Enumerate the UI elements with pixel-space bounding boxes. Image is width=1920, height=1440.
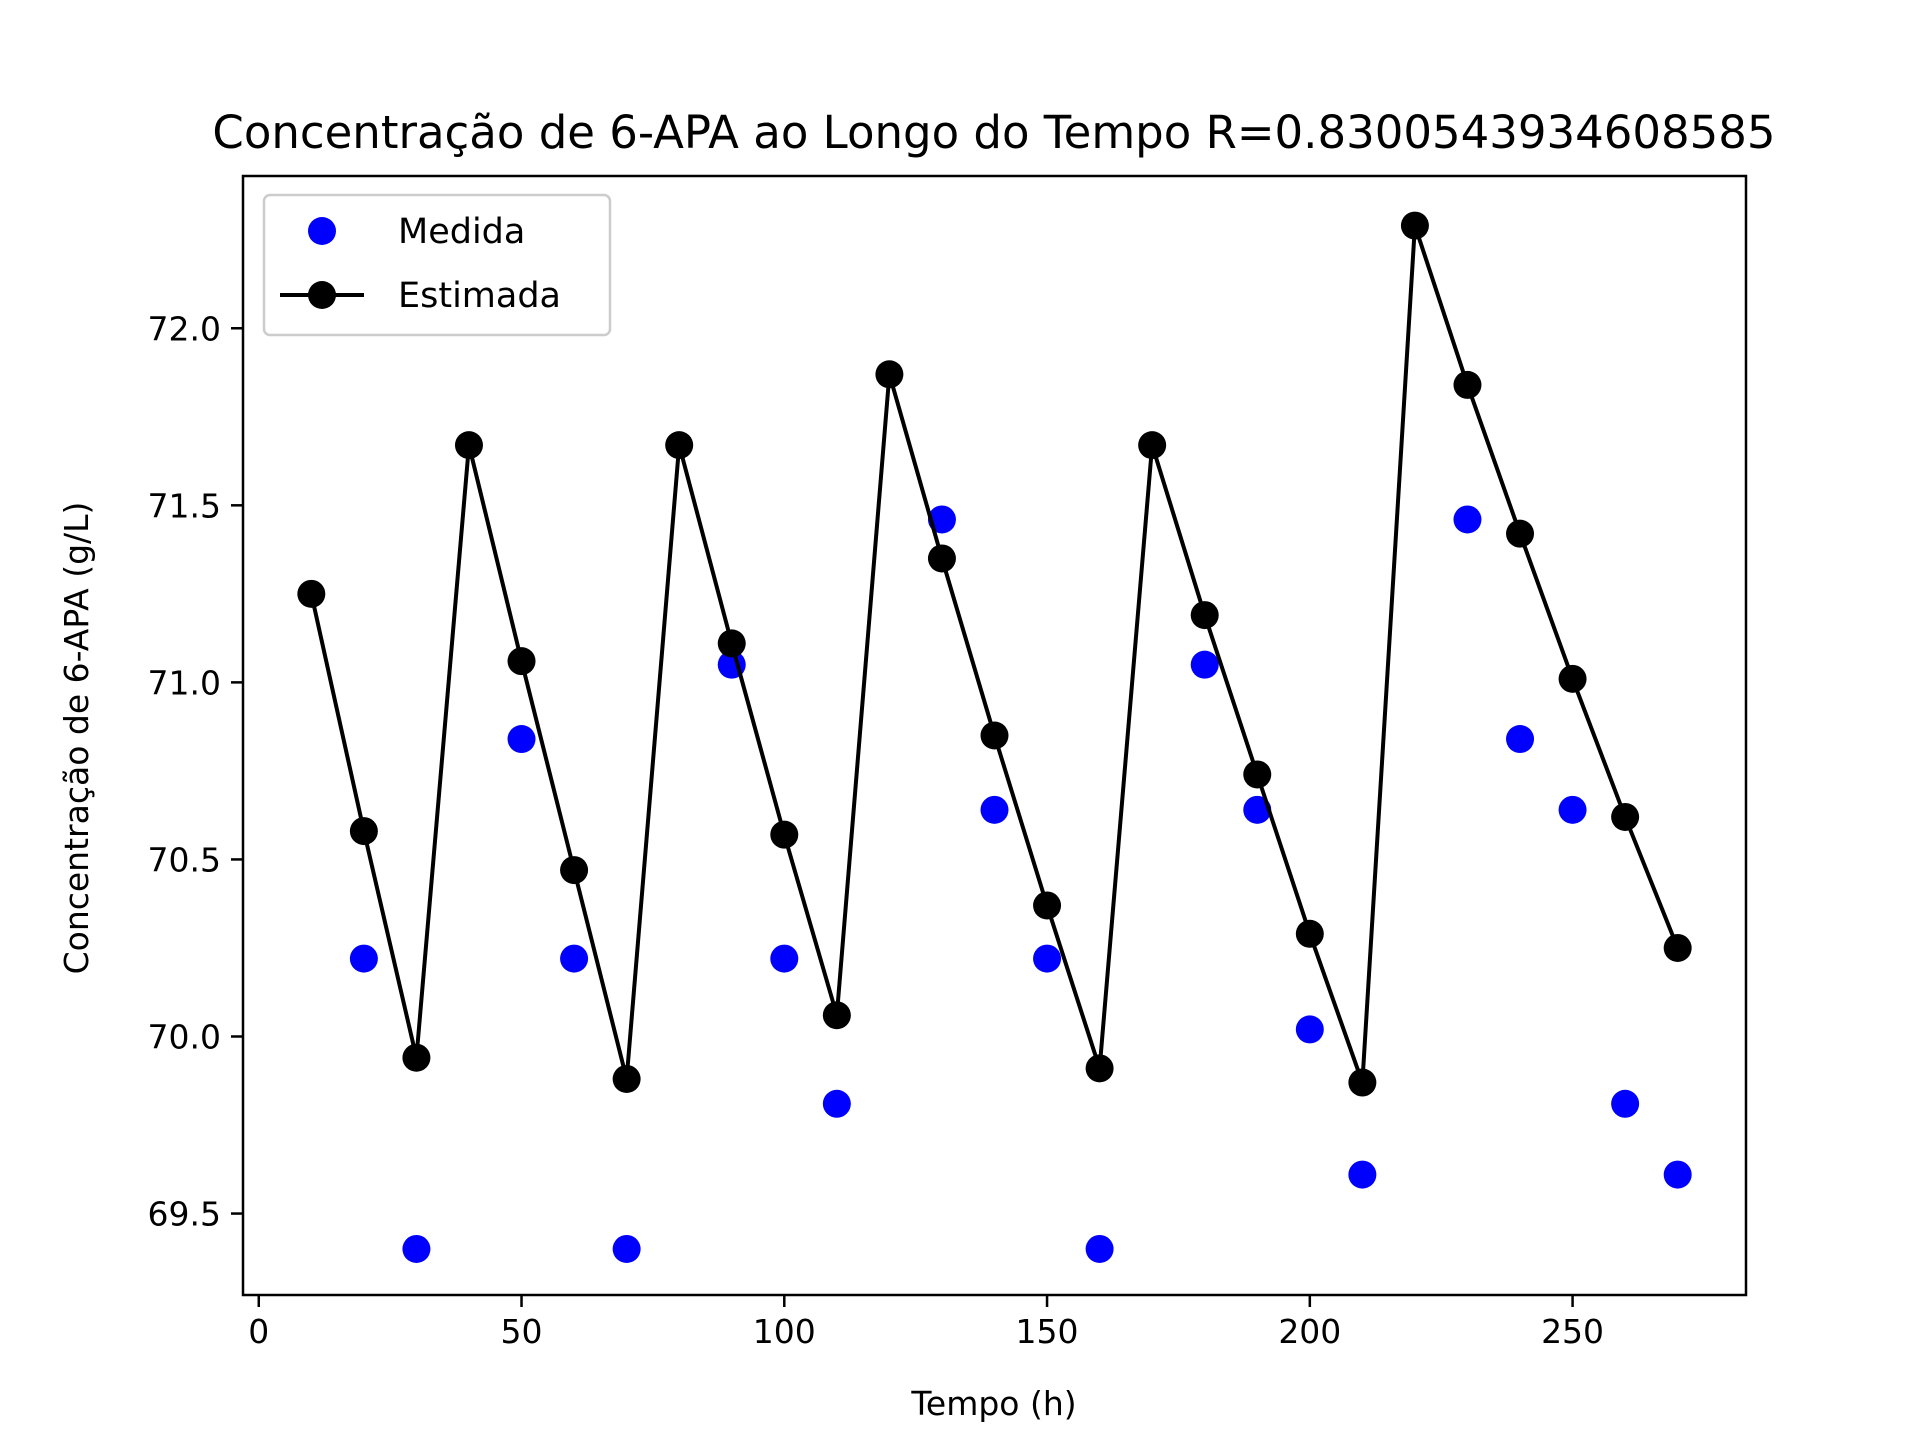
legend-marker-medida xyxy=(308,217,336,245)
data-point-estimada xyxy=(349,817,378,846)
data-point-estimada xyxy=(1400,211,1429,240)
data-point-medida xyxy=(1611,1089,1640,1118)
data-point-medida xyxy=(1033,944,1062,973)
data-point-medida xyxy=(1558,795,1587,824)
data-point-estimada xyxy=(560,856,589,885)
data-point-estimada xyxy=(1138,431,1167,460)
x-tick-label: 250 xyxy=(1541,1312,1604,1351)
x-tick-label: 50 xyxy=(501,1312,543,1351)
data-point-estimada xyxy=(1243,760,1272,789)
x-axis-label: Tempo (h) xyxy=(910,1384,1076,1423)
data-point-estimada xyxy=(717,629,746,658)
data-point-estimada xyxy=(1663,933,1692,962)
series-estimada xyxy=(297,211,1692,1097)
chart-title: Concentração de 6-APA ao Longo do Tempo … xyxy=(212,106,1775,159)
y-tick-label: 70.0 xyxy=(148,1017,221,1056)
legend: Medida Estimada xyxy=(262,193,612,337)
y-axis-ticks: 69.5 70.0 70.5 71.0 71.5 72.0 xyxy=(148,309,243,1234)
legend-label-medida: Medida xyxy=(398,212,525,252)
x-tick-label: 100 xyxy=(753,1312,816,1351)
x-tick-label: 0 xyxy=(248,1312,269,1351)
x-tick-label: 150 xyxy=(1016,1312,1079,1351)
data-point-estimada xyxy=(1033,891,1062,920)
data-point-medida xyxy=(1453,505,1482,534)
legend-marker-estimada xyxy=(308,281,336,309)
plot-area xyxy=(241,174,1748,1297)
data-point-medida xyxy=(980,795,1009,824)
series-layer xyxy=(297,211,1692,1263)
data-point-medida xyxy=(770,944,799,973)
data-point-medida xyxy=(927,505,956,534)
data-point-estimada xyxy=(927,544,956,573)
data-point-estimada xyxy=(1611,802,1640,831)
data-point-medida xyxy=(507,725,536,754)
data-point-estimada xyxy=(980,721,1009,750)
data-point-medida xyxy=(1295,1015,1324,1044)
data-point-estimada xyxy=(612,1064,641,1093)
data-point-estimada xyxy=(454,431,483,460)
data-point-medida xyxy=(1506,725,1535,754)
data-point-medida xyxy=(402,1234,431,1263)
x-tick-label: 200 xyxy=(1278,1312,1341,1351)
data-point-estimada xyxy=(1453,370,1482,399)
data-point-estimada xyxy=(1085,1054,1114,1083)
data-point-estimada xyxy=(1506,519,1535,548)
y-tick-label: 71.0 xyxy=(148,663,221,702)
data-point-estimada xyxy=(665,431,694,460)
series-medida xyxy=(349,505,1692,1263)
data-point-medida xyxy=(822,1089,851,1118)
plot-frame xyxy=(241,174,1748,1297)
data-point-estimada xyxy=(822,1001,851,1030)
legend-box xyxy=(262,193,612,337)
legend-label-estimada: Estimada xyxy=(398,276,561,316)
data-point-estimada xyxy=(402,1043,431,1072)
y-tick-label: 72.0 xyxy=(148,309,221,348)
y-tick-label: 69.5 xyxy=(148,1195,221,1234)
y-tick-label: 70.5 xyxy=(148,840,221,879)
data-point-estimada xyxy=(297,579,326,608)
x-axis-ticks: 0 50 100 150 200 250 xyxy=(248,1295,1604,1351)
data-point-estimada xyxy=(1190,601,1219,630)
data-point-estimada xyxy=(507,647,536,676)
data-point-estimada xyxy=(770,820,799,849)
data-point-estimada xyxy=(1295,919,1324,948)
y-tick-label: 71.5 xyxy=(148,486,221,525)
y-axis-label: Concentração de 6-APA (g/L) xyxy=(57,502,96,975)
data-point-medida xyxy=(349,944,378,973)
data-point-estimada xyxy=(1348,1068,1377,1097)
data-point-medida xyxy=(1663,1160,1692,1189)
data-point-medida xyxy=(1190,650,1219,679)
data-point-estimada xyxy=(1558,664,1587,693)
data-point-medida xyxy=(1348,1160,1377,1189)
data-point-medida xyxy=(612,1234,641,1263)
data-point-estimada xyxy=(875,360,904,389)
data-point-medida xyxy=(1243,795,1272,824)
data-point-medida xyxy=(1085,1234,1114,1263)
data-point-medida xyxy=(560,944,589,973)
